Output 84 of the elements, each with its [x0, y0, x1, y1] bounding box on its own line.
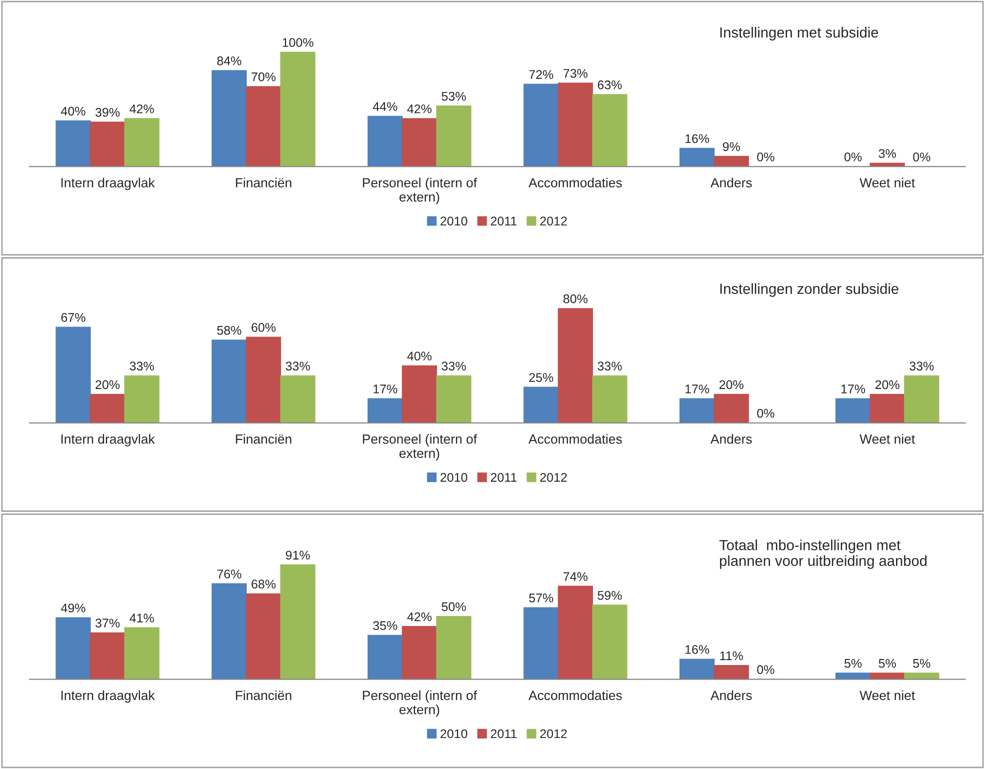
data-label: 60% [252, 323, 276, 332]
legend-label: 2012 [540, 472, 567, 482]
data-label: 3% [878, 149, 896, 158]
data-label: 11% [720, 651, 743, 660]
x-tick-label: Weet niet [860, 434, 915, 444]
data-label: 9% [722, 142, 740, 152]
x-tick-label: Weet niet [860, 690, 915, 700]
data-label: 5% [844, 658, 862, 668]
legend-label: 2012 [540, 729, 567, 738]
data-label: 37% [95, 618, 120, 628]
legend-label: 2011 [490, 472, 517, 482]
data-label: 73% [564, 68, 588, 78]
data-label: 50% [442, 602, 466, 612]
data-label: 0% [757, 408, 774, 418]
x-tick-label: Intern draagvlak [61, 690, 155, 703]
data-label: 72% [529, 70, 554, 79]
x-tick-label: Accommodaties [528, 434, 622, 444]
legend-label: 2010 [440, 472, 468, 482]
x-tick-label: Financiën [236, 434, 292, 444]
data-label: 20% [96, 380, 120, 390]
x-tick-label: Personeel (intern of extern) [362, 434, 478, 461]
data-label: 5% [878, 658, 896, 668]
data-label: 35% [373, 621, 398, 630]
data-label: 41% [130, 614, 154, 622]
data-label: 40% [60, 106, 86, 116]
x-tick-label: Accommodaties [528, 178, 622, 188]
data-label: 0% [757, 152, 774, 162]
x-tick-label: Weet niet [860, 178, 915, 188]
data-label: 84% [217, 56, 242, 66]
data-label: 20% [719, 380, 744, 390]
data-label: 49% [60, 604, 86, 612]
data-label: 44% [372, 102, 398, 111]
x-tick-label: Anders [710, 178, 752, 188]
data-label: 39% [95, 108, 120, 117]
x-tick-label: Personeel (intern of extern) [362, 178, 478, 204]
data-label: 67% [61, 313, 86, 322]
data-label: 53% [442, 92, 466, 101]
data-label: 80% [563, 294, 588, 304]
data-label: 33% [286, 362, 310, 370]
data-label: 5% [913, 658, 930, 668]
chart-title: Instellingen zonder subsidie [720, 283, 898, 297]
x-tick-label: Personeel (intern of extern) [362, 690, 478, 717]
data-label: 91% [286, 550, 310, 560]
legend-label: 2010 [440, 729, 468, 738]
x-tick-label: Intern draagvlak [61, 178, 155, 190]
x-tick-label: Anders [710, 434, 752, 444]
data-label: 16% [685, 134, 710, 144]
data-label: 16% [685, 645, 710, 654]
data-label: 68% [252, 580, 276, 589]
data-label: 0% [913, 152, 930, 162]
legend-label: 2011 [490, 729, 517, 738]
x-tick-label: Financiën [236, 178, 292, 188]
data-label: 25% [529, 373, 554, 382]
data-label: 42% [130, 104, 154, 114]
legend-label: 2010 [440, 216, 468, 226]
data-label: 20% [875, 380, 900, 390]
data-label: 42% [407, 104, 432, 114]
x-tick-label: Intern draagvlak [61, 434, 155, 446]
x-tick-label: Anders [710, 690, 752, 700]
data-label: 74% [564, 572, 588, 581]
data-label: 0% [844, 152, 862, 162]
data-label: 33% [442, 362, 466, 370]
data-label: 42% [407, 612, 432, 622]
x-tick-label: Financiën [236, 690, 292, 700]
data-label: 63% [598, 80, 622, 90]
legend-label: 2012 [540, 216, 567, 226]
data-label: 17% [685, 384, 710, 394]
data-label: 33% [130, 362, 154, 370]
legend-label: 2011 [490, 216, 517, 226]
data-label: 0% [757, 665, 774, 674]
data-label: 100% [282, 38, 314, 47]
data-label: 57% [529, 594, 554, 602]
chart-title: Instellingen met subsidie [720, 26, 878, 41]
data-label: 58% [217, 326, 242, 335]
x-tick-label: Accommodaties [528, 690, 622, 700]
data-label: 59% [598, 590, 622, 600]
data-label: 40% [407, 352, 432, 360]
data-label: 17% [841, 384, 866, 394]
chart-title: Totaal mbo-instellingen met plannen voor uitbreiding aanbod [719, 540, 926, 569]
data-label: 33% [910, 362, 934, 370]
data-label: 33% [598, 362, 622, 370]
data-label: 70% [252, 72, 276, 82]
data-label: 76% [217, 570, 242, 578]
data-label: 17% [374, 384, 398, 394]
